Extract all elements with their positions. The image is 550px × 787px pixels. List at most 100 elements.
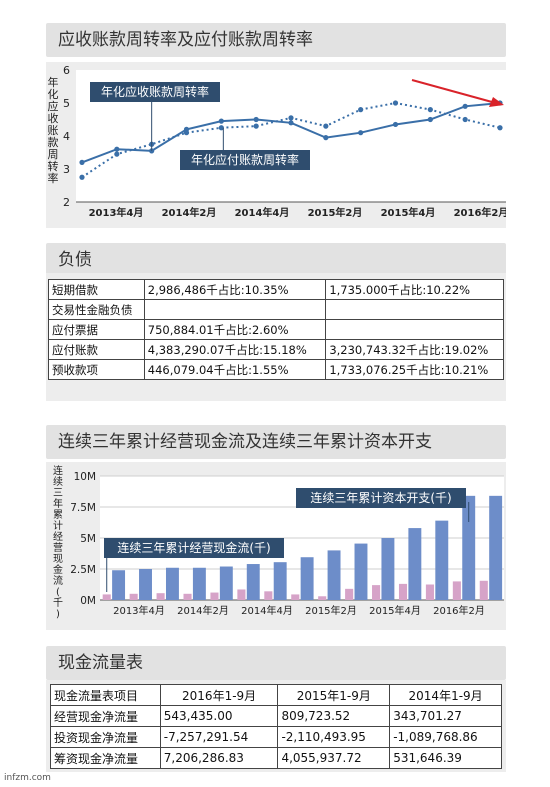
operating-cashflow-bar xyxy=(479,580,488,600)
watermark: infzm.com xyxy=(4,773,51,783)
turnover-header xyxy=(46,23,506,57)
debt-value-cell: 446,079.04千占比:1.55% xyxy=(143,359,327,380)
debt-header xyxy=(46,243,506,277)
debt-value-cell xyxy=(325,299,504,320)
turnover-x-tick: 2014年2月 xyxy=(162,206,217,219)
svg-text:金: 金 xyxy=(53,563,63,576)
operating-cashflow-bar xyxy=(210,592,219,600)
capex-bar xyxy=(139,569,152,600)
cash-y-tick: 0M xyxy=(80,595,96,607)
svg-text:年: 年 xyxy=(48,75,59,89)
debt-row-label: 预收款项 xyxy=(48,359,145,380)
cash-x-tick: 2015年2月 xyxy=(305,604,357,617)
svg-text:率: 率 xyxy=(48,171,59,185)
cashflow-table-row: 经营现金净流量 543,435.00 809,723.52 343,701.27 xyxy=(50,705,502,727)
turnover-panel: 2 3 4 5 6 2013年4月 2014年2月 2014年4月 2015年2月 2015年4月… xyxy=(46,62,506,228)
cash-x-tick: 2014年2月 xyxy=(177,604,229,617)
trend-arrow-line xyxy=(411,79,493,103)
svg-text:计: 计 xyxy=(53,519,63,532)
svg-text:化: 化 xyxy=(48,87,59,101)
cashflow-table-panel: 现金流量表项目 2016年1-9月 2015年1-9月 2014年1-9月 经营现金净流… xyxy=(46,680,506,772)
turnover-x-tick: 2015年4月 xyxy=(381,206,436,219)
capex-bar xyxy=(327,550,341,600)
receivable-turnover-point xyxy=(218,118,224,124)
cashflow-value-cell: -1,089,768.86 xyxy=(389,726,502,748)
payable-turnover-point xyxy=(253,123,259,129)
cashflow-bar-chart: 0M 2.5M 5M 7.5M 10M 2013年4月 2014年2月 2014年4月 2015… xyxy=(53,464,504,620)
receivable-turnover-point xyxy=(149,148,155,154)
debt-value-cell xyxy=(143,299,327,320)
debt-row: 应付账款 4,383,290.07千占比:15.18% 3,230,743.32千占… xyxy=(48,339,504,360)
capex-bar xyxy=(165,567,179,600)
svg-text:流: 流 xyxy=(53,574,63,587)
operating-cashflow-bar xyxy=(345,588,354,600)
cashflow-table-row: 筹资现金净流量 7,206,286.83 4,055,937.72 531,646.3… xyxy=(50,747,502,769)
capex-bar xyxy=(435,520,449,600)
operating-cashflow-bar xyxy=(398,583,408,600)
cashflow-column-header: 2015年1-9月 xyxy=(277,684,391,706)
debt-row-label: 短期借款 xyxy=(48,279,145,300)
capex-bar xyxy=(381,538,395,600)
cashflow-value-cell: 7,206,286.83 xyxy=(159,747,279,769)
svg-text:账: 账 xyxy=(48,124,59,137)
turnover-x-tick: 2015年2月 xyxy=(308,206,363,219)
payable-turnover-point xyxy=(427,107,433,113)
capex-bar xyxy=(408,528,422,600)
cashflow-value-cell: 343,701.27 xyxy=(389,705,502,727)
capex-bar xyxy=(219,566,233,600)
receivable-turnover-point xyxy=(253,116,259,123)
cash-y-tick: 10M xyxy=(74,471,96,483)
svg-text:): ) xyxy=(56,609,60,620)
debt-title: 负债 xyxy=(58,250,92,270)
receivable-turnover-point xyxy=(392,121,399,128)
operating-cashflow-bar xyxy=(425,584,434,600)
receivable-turnover-point xyxy=(288,120,294,126)
operating-cashflow-bar xyxy=(237,589,246,600)
payable-turnover-point xyxy=(79,174,85,180)
cashflow-value-cell: 543,435.00 xyxy=(159,705,279,727)
turnover-x-tick: 2016年2月 xyxy=(454,206,506,219)
payable-turnover-point xyxy=(497,125,503,131)
capex-bar xyxy=(273,562,287,600)
svg-text:连: 连 xyxy=(53,464,63,477)
payable-turnover-point xyxy=(358,107,364,113)
cash-x-tick: 2015年4月 xyxy=(369,604,421,617)
payable-turnover-point xyxy=(392,100,399,106)
operating-cashflow-bar xyxy=(183,593,192,600)
cashflow-table-row: 投资现金净流量 -7,257,291.54 -2,110,493.95 -1,089,… xyxy=(50,726,502,748)
payable-callout-label: 年化应付账款周转率 xyxy=(191,152,299,167)
capex-callout-label: 连续三年累计资本开支(千) xyxy=(310,490,451,505)
debt-value-cell: 4,383,290.07千占比:15.18% xyxy=(143,339,327,360)
svg-text:经: 经 xyxy=(53,530,63,543)
cash-x-tick: 2013年4月 xyxy=(113,604,165,617)
debt-row-label: 应付账款 xyxy=(48,339,145,360)
operating-cashflow-bar xyxy=(264,591,273,600)
svg-text:转: 转 xyxy=(48,159,59,173)
svg-text:续: 续 xyxy=(53,475,63,488)
payable-turnover-point xyxy=(323,123,329,129)
receivable-turnover-point xyxy=(427,116,433,123)
turnover-y-tick: 2 xyxy=(63,196,70,209)
receivable-callout-label: 年化应收账款周转率 xyxy=(101,84,209,99)
cashflow-value-cell: 531,646.39 xyxy=(389,747,502,769)
receivable-turnover-point xyxy=(114,146,120,152)
cashflow-row-label: 筹资现金净流量 xyxy=(50,747,161,769)
operating-callout-box xyxy=(104,538,284,558)
cashflow-value-cell: -7,257,291.54 xyxy=(159,726,279,748)
svg-text:累: 累 xyxy=(53,509,63,521)
receivable-turnover-point xyxy=(323,135,329,141)
cashflow-chart-title: 连续三年累计经营现金流及连续三年累计资本开支 xyxy=(58,432,432,452)
cashflow-chart-header xyxy=(46,425,506,459)
cashflow-table-title: 现金流量表 xyxy=(58,653,143,673)
debt-value-cell: 2,986,486千占比:10.35% xyxy=(143,279,327,300)
capex-bar xyxy=(489,495,503,600)
turnover-y-axis-label: 年化应收账款周转率 xyxy=(48,75,59,185)
cashflow-column-header: 现金流量表项目 xyxy=(50,684,161,706)
svg-text:周: 周 xyxy=(48,148,59,161)
svg-text:现: 现 xyxy=(53,553,63,565)
operating-cashflow-bar xyxy=(372,585,381,600)
turnover-x-tick: 2014年4月 xyxy=(235,206,290,219)
debt-row: 应付票据 750,884.01千占比:2.60% xyxy=(48,319,504,340)
cashflow-value-cell: -2,110,493.95 xyxy=(277,726,391,748)
cash-y-tick: 5M xyxy=(80,533,96,545)
